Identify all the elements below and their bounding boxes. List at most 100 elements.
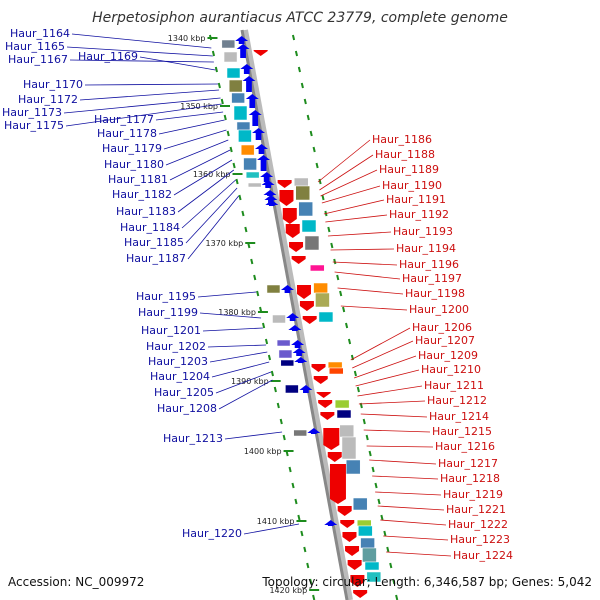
forward-gene-label[interactable]: Haur_1220 xyxy=(182,527,242,540)
reverse-label-leader xyxy=(366,445,434,448)
forward-gene-label[interactable]: Haur_1164 xyxy=(10,27,70,40)
reverse-gene-label[interactable]: Haur_1197 xyxy=(402,272,462,285)
forward-label-leader xyxy=(197,291,257,298)
reverse-gene-label[interactable]: Haur_1188 xyxy=(375,148,435,161)
reverse-gene-label[interactable]: Haur_1217 xyxy=(438,457,498,470)
reverse-gene-label[interactable]: Haur_1191 xyxy=(386,193,446,206)
forward-gene-label[interactable]: Haur_1172 xyxy=(18,93,78,106)
reverse-gene-label[interactable]: Haur_1196 xyxy=(399,258,459,271)
forward-gene-label[interactable]: Haur_1208 xyxy=(157,402,217,415)
forward-gene-label[interactable]: Haur_1175 xyxy=(4,119,64,132)
forward-gene-label[interactable]: Haur_1178 xyxy=(97,127,157,140)
reverse-label-leader xyxy=(375,491,442,496)
reverse-gene-arrow xyxy=(296,285,311,299)
reverse-gene-label[interactable]: Haur_1223 xyxy=(450,533,510,546)
forward-gene-label[interactable]: Haur_1187 xyxy=(126,252,186,265)
feature-block xyxy=(221,39,236,49)
forward-gene-arrow xyxy=(291,340,305,348)
forward-label-leader xyxy=(79,89,220,101)
reverse-gene-label[interactable]: Haur_1215 xyxy=(432,425,492,438)
forward-gene-label[interactable]: Haur_1173 xyxy=(2,106,62,119)
forward-gene-arrow xyxy=(292,348,306,356)
reverse-gene-label[interactable]: Haur_1209 xyxy=(418,349,478,362)
forward-label-leader xyxy=(63,97,221,114)
scale-dash xyxy=(306,114,310,121)
reverse-gene-label[interactable]: Haur_1206 xyxy=(412,321,472,334)
forward-gene-label[interactable]: Haur_1195 xyxy=(136,290,196,303)
reverse-gene-label[interactable]: Haur_1198 xyxy=(405,287,465,300)
reverse-gene-label[interactable]: Haur_1224 xyxy=(453,549,513,562)
reverse-gene-arrow xyxy=(253,50,268,56)
reverse-gene-label[interactable]: Haur_1210 xyxy=(421,363,481,376)
forward-gene-label[interactable]: Haur_1205 xyxy=(154,386,214,399)
scale-dash xyxy=(347,338,352,345)
reverse-gene-label[interactable]: Haur_1194 xyxy=(396,242,456,255)
inner-scale-track xyxy=(208,34,316,600)
reverse-gene-arrow xyxy=(311,364,326,372)
reverse-gene-arrow xyxy=(282,208,297,224)
forward-gene-label[interactable]: Haur_1184 xyxy=(120,221,180,234)
forward-gene-label[interactable]: Haur_1213 xyxy=(163,432,223,445)
forward-gene-label[interactable]: Haur_1177 xyxy=(94,113,154,126)
scale-dash xyxy=(377,498,381,505)
reverse-gene-label[interactable]: Haur_1216 xyxy=(435,440,495,453)
forward-gene-label[interactable]: Haur_1199 xyxy=(138,306,198,319)
reverse-gene-label[interactable]: Haur_1200 xyxy=(409,303,469,316)
reverse-label-leader xyxy=(377,505,445,511)
reverse-label-leader xyxy=(386,551,452,557)
forward-gene-label[interactable]: Haur_1201 xyxy=(141,324,201,337)
reverse-gene-label[interactable]: Haur_1192 xyxy=(389,208,449,221)
forward-gene-label[interactable]: Haur_1204 xyxy=(150,370,210,383)
feature-block xyxy=(295,185,310,201)
scale-dash xyxy=(238,194,242,201)
map-title: Herpetosiphon aurantiacus ATCC 23779, co… xyxy=(92,10,508,26)
scale-dash xyxy=(288,466,292,473)
kbp-ticks: 1340 kbp 1350 kbp 1360 kbp 1370 kbp 1380 kbp… xyxy=(168,34,320,595)
forward-label-leader xyxy=(71,33,212,49)
feature-block xyxy=(285,384,299,394)
scale-dash xyxy=(309,130,313,137)
reverse-gene-label[interactable]: Haur_1219 xyxy=(443,488,503,501)
forward-gene-label[interactable]: Haur_1203 xyxy=(148,355,208,368)
forward-gene-label[interactable]: Haur_1180 xyxy=(104,158,164,171)
reverse-gene-label[interactable]: Haur_1222 xyxy=(448,518,508,531)
reverse-gene-label[interactable]: Haur_1218 xyxy=(440,472,500,485)
genome-backbone-shadow xyxy=(242,29,353,600)
scale-dash xyxy=(262,322,266,329)
feature-block xyxy=(334,399,350,409)
reverse-genes xyxy=(253,50,368,598)
forward-gene-label[interactable]: Haur_1202 xyxy=(146,340,206,353)
scale-dash xyxy=(291,34,296,41)
reverse-gene-label[interactable]: Haur_1193 xyxy=(393,225,453,238)
forward-gene-label[interactable]: Haur_1165 xyxy=(5,40,65,53)
forward-gene-label[interactable]: Haur_1179 xyxy=(102,142,162,155)
feature-block xyxy=(228,79,243,93)
forward-gene-label[interactable]: Haur_1183 xyxy=(116,205,176,218)
forward-gene-label[interactable]: Haur_1167 xyxy=(8,53,68,66)
forward-gene-label[interactable]: Haur_1169 xyxy=(78,50,138,63)
forward-gene-label[interactable]: Haur_1181 xyxy=(108,173,168,186)
feature-block xyxy=(339,424,355,438)
tick-label: 1400 kbp xyxy=(244,447,282,456)
forward-gene-label[interactable]: Haur_1182 xyxy=(112,188,172,201)
scale-dash xyxy=(214,66,218,73)
reverse-gene-label[interactable]: Haur_1214 xyxy=(429,410,489,423)
reverse-gene-label[interactable]: Haur_1189 xyxy=(379,163,439,176)
feature-block xyxy=(362,547,377,563)
reverse-gene-label[interactable]: Haur_1221 xyxy=(446,503,506,516)
reverse-gene-label[interactable]: Haur_1211 xyxy=(424,379,484,392)
reverse-gene-label[interactable]: Haur_1207 xyxy=(415,334,475,347)
feature-block xyxy=(318,311,334,323)
scale-dash xyxy=(336,274,340,281)
reverse-label-leader xyxy=(334,271,401,280)
reverse-gene-label[interactable]: Haur_1190 xyxy=(382,179,442,192)
forward-gene-label[interactable]: Haur_1185 xyxy=(124,236,184,249)
reverse-gene-label[interactable]: Haur_1212 xyxy=(427,394,487,407)
reverse-gene-label[interactable]: Haur_1186 xyxy=(372,133,432,146)
forward-gene-label[interactable]: Haur_1170 xyxy=(23,78,83,91)
forward-gene-arrow xyxy=(264,195,278,203)
scale-dash xyxy=(223,114,227,121)
